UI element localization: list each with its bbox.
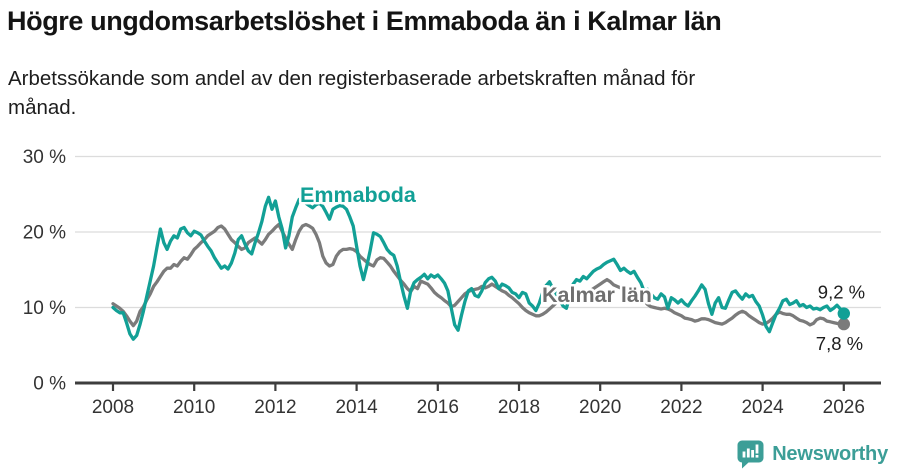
page-title: Högre ungdomsarbetslöshet i Emmaboda än … <box>7 6 722 36</box>
bar-2 <box>747 448 750 457</box>
x-tick-label: 2022 <box>660 397 702 418</box>
y-tick-label: 10 % <box>23 298 66 319</box>
exclamation-dot <box>755 454 759 458</box>
kalmar-l-n-line <box>111 222 846 328</box>
speech-bubble-shape <box>737 440 764 468</box>
end-value-label: 9,2 % <box>818 282 865 303</box>
subtitle-line-2: månad. <box>8 96 77 120</box>
newsworthy-icon <box>737 440 764 468</box>
kalmar-l-n-series-label: Kalmar län <box>542 283 652 307</box>
end-value-label: 7,8 % <box>816 333 863 354</box>
emmaboda-end-dot <box>837 307 850 320</box>
exclamation-stem <box>755 444 759 453</box>
emmaboda-line <box>111 195 846 341</box>
kalmar-l-n-end-dot <box>837 317 850 331</box>
emmaboda-series-label: Emmaboda <box>300 183 417 207</box>
x-tick-label: 2010 <box>173 397 215 418</box>
y-tick-label: 20 % <box>23 223 66 244</box>
brand-name: Newsworthy <box>772 442 888 465</box>
x-tick-label: 2014 <box>335 397 378 418</box>
bar-3 <box>751 449 755 457</box>
chart-subtitle: Arbetssökande som andel av den registerb… <box>8 64 868 122</box>
newsworthy-logo[interactable]: Newsworthy <box>737 438 888 470</box>
y-tick-label: 30 % <box>23 147 66 168</box>
x-tick-label: 2026 <box>823 397 865 418</box>
x-tick-label: 2016 <box>417 397 459 418</box>
x-tick-label: 2018 <box>498 397 540 418</box>
x-tick-label: 2008 <box>92 397 134 418</box>
unemployment-line-chart: 0 % 10 % 20 % 30 % 2008 2010 2012 2014 2016 2018 2… <box>23 147 881 418</box>
y-tick-label: 0 % <box>33 374 66 395</box>
x-tick-label: 2024 <box>741 397 784 418</box>
bar-1 <box>742 451 746 457</box>
subtitle-line-1: Arbetssökande som andel av den registerb… <box>8 67 696 90</box>
x-tick-label: 2020 <box>579 397 621 418</box>
x-tick-label: 2012 <box>254 397 296 418</box>
chart-area: 0 % 10 % 20 % 30 % 2008 2010 2012 2014 2016 2018 2… <box>0 140 900 432</box>
